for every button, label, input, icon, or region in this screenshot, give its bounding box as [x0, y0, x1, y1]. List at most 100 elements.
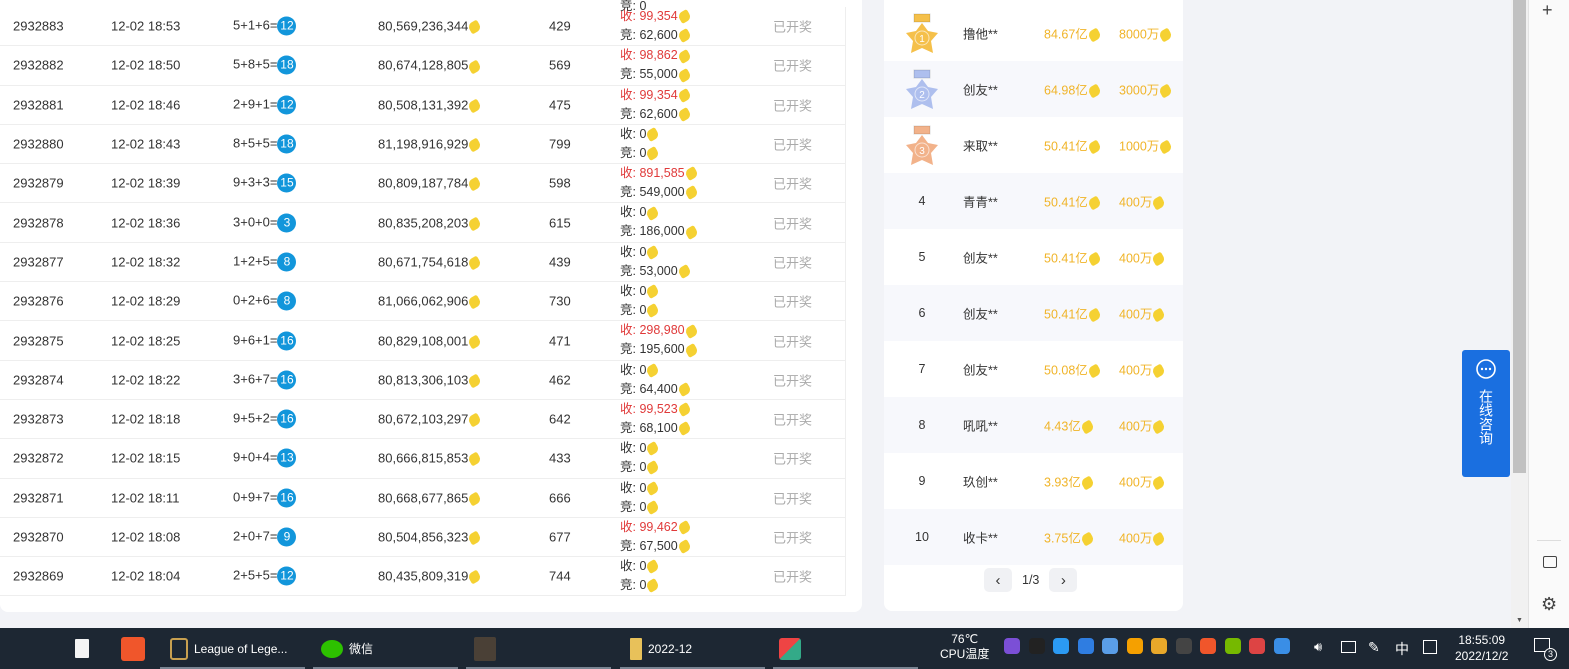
- app-icon: [779, 637, 801, 660]
- tray-app-icon[interactable]: [1224, 638, 1241, 654]
- page-scrollbar[interactable]: ▼: [1511, 0, 1528, 628]
- network-icon[interactable]: [1341, 641, 1356, 653]
- status-text: 已开奖: [773, 216, 813, 232]
- keyboard-icon[interactable]: [1423, 640, 1437, 654]
- volume-icon[interactable]: 🔊︎: [1314, 639, 1323, 654]
- taskbar-app[interactable]: [121, 628, 145, 669]
- tray-app-icon[interactable]: [1175, 638, 1192, 654]
- taskbar-lol[interactable]: League of Lege...: [160, 628, 305, 669]
- bid-prefix: 竞:: [620, 106, 640, 121]
- notification-icon[interactable]: [1534, 638, 1550, 652]
- taskbar-game[interactable]: [466, 628, 611, 669]
- ranking-card: 1 撸他** 84.67亿 8000万 2 创友** 64.98亿 3000万 3 …: [884, 0, 1183, 611]
- table-row: 2932871 12-02 18:11 0+9+7= 16 80,668,677,…: [0, 479, 845, 518]
- tray-app-icon[interactable]: [1102, 638, 1118, 654]
- table-row: 2932882 12-02 18:50 5+8+5= 18 80,674,128,…: [0, 46, 845, 86]
- draw-formula: 3+0+0= 3: [233, 213, 297, 233]
- ranking-row: 2 创友** 64.98亿 3000万: [884, 61, 1183, 117]
- scrollbar-thumb[interactable]: [1513, 0, 1526, 473]
- coin-icon: [467, 373, 483, 389]
- draw-formula: 5+1+6= 12: [233, 16, 297, 36]
- tray-app-icon[interactable]: [1249, 638, 1265, 654]
- amount-value: 50.41亿: [1044, 251, 1088, 266]
- round-id: 2932883: [13, 18, 64, 34]
- pen-icon[interactable]: ✎: [1368, 639, 1380, 655]
- bet-amount: 50.41亿: [1044, 136, 1102, 155]
- rank-number: 8: [918, 418, 926, 432]
- tray-app-icon[interactable]: [1151, 638, 1167, 654]
- draw-formula: 0+2+6= 8: [233, 291, 297, 311]
- recv-line: 收: 891,585: [620, 164, 699, 183]
- clock[interactable]: 18:55:09 2022/12/2: [1455, 632, 1508, 664]
- result-ball: 12: [277, 95, 297, 115]
- coin-icon: [676, 67, 692, 83]
- coin-icon: [1086, 251, 1102, 267]
- total-amount: 80,672,103,297: [378, 412, 483, 428]
- game-icon: [474, 636, 496, 661]
- ranking-row: 10 收卡** 3.75亿 400万: [884, 509, 1183, 565]
- bid-prefix: 竞:: [620, 342, 640, 357]
- rank-number: 4: [918, 194, 926, 208]
- file-icon: [75, 639, 89, 658]
- participant-count: 569: [549, 57, 571, 73]
- coin-icon: [645, 205, 661, 221]
- recv-prefix: 收:: [620, 323, 640, 338]
- coin-icon: [645, 146, 661, 162]
- plus-icon[interactable]: +: [1542, 0, 1553, 20]
- taskbar-wechat[interactable]: 微信: [313, 628, 458, 669]
- coin-icon: [1151, 531, 1167, 547]
- taskbar-notepad[interactable]: [75, 628, 89, 669]
- coin-icon: [645, 303, 661, 319]
- coin-icon: [645, 559, 661, 575]
- tray-app-icon[interactable]: [1126, 638, 1143, 654]
- formula: 5+8+5=: [233, 56, 278, 72]
- rank-number: 9: [918, 474, 926, 488]
- tray-app-icon[interactable]: [1273, 638, 1290, 654]
- result-ball: 8: [277, 291, 297, 311]
- ranking-row: 7 创友** 50.08亿 400万: [884, 341, 1183, 397]
- coin-icon: [1151, 251, 1167, 267]
- total-value: 81,198,916,929: [378, 136, 469, 152]
- online-consult-button[interactable]: 在线咨询: [1462, 350, 1510, 477]
- medal-icon: 2: [906, 69, 938, 109]
- recv-bid: 收: 0 竞: 0: [620, 125, 661, 163]
- panel-toggle-icon[interactable]: [1543, 556, 1557, 568]
- app-icon: [121, 636, 145, 661]
- rank-number: 7: [918, 362, 926, 376]
- gear-icon[interactable]: ⚙: [1541, 594, 1558, 614]
- tray-app-icon[interactable]: [1028, 638, 1045, 654]
- total-amount: 80,829,108,001: [378, 333, 483, 350]
- tray-app-icon[interactable]: [1200, 638, 1216, 654]
- prev-page-button[interactable]: ‹: [984, 568, 1012, 592]
- round-id: 2932882: [13, 57, 64, 73]
- table-row: 2932872 12-02 18:15 9+0+4= 13 80,666,815,…: [0, 439, 845, 479]
- total-value: 80,508,131,392: [378, 97, 469, 113]
- cpu-temp[interactable]: 76℃ CPU温度: [940, 632, 989, 662]
- bid-line: 竞: 55,000: [620, 65, 692, 84]
- next-page-button[interactable]: ›: [1049, 568, 1078, 592]
- coin-icon: [1151, 475, 1167, 491]
- recv-bid: 收: 0 竞: 0: [620, 479, 661, 517]
- participant-count: 471: [549, 333, 571, 349]
- tray-app-icon[interactable]: [1077, 638, 1094, 654]
- total-amount: 80,674,128,805: [378, 58, 483, 75]
- bid-line: 竞: 64,400: [620, 380, 692, 399]
- coin-icon: [467, 491, 483, 507]
- coin-icon: [467, 530, 483, 546]
- ime-indicator[interactable]: 中: [1395, 641, 1409, 657]
- scroll-down-arrow-icon[interactable]: ▼: [1516, 617, 1523, 624]
- total-amount: 80,835,208,203: [378, 215, 483, 232]
- prize-amount: 400万: [1119, 192, 1167, 211]
- taskbar-folder[interactable]: 2022-12: [620, 628, 765, 669]
- coin-icon: [645, 284, 661, 300]
- total-amount: 80,671,754,618: [378, 254, 483, 271]
- tray-app-icon[interactable]: [1053, 638, 1069, 654]
- coin-icon: [467, 569, 483, 585]
- taskbar-label: 微信: [349, 642, 374, 656]
- tray-app-icon[interactable]: [1004, 638, 1020, 654]
- round-id: 2932870: [13, 529, 64, 545]
- recv-value: 0: [639, 126, 647, 141]
- bid-line: 竞: 68,100: [620, 419, 692, 438]
- participant-count: 642: [549, 411, 571, 427]
- taskbar-app2[interactable]: [773, 628, 918, 669]
